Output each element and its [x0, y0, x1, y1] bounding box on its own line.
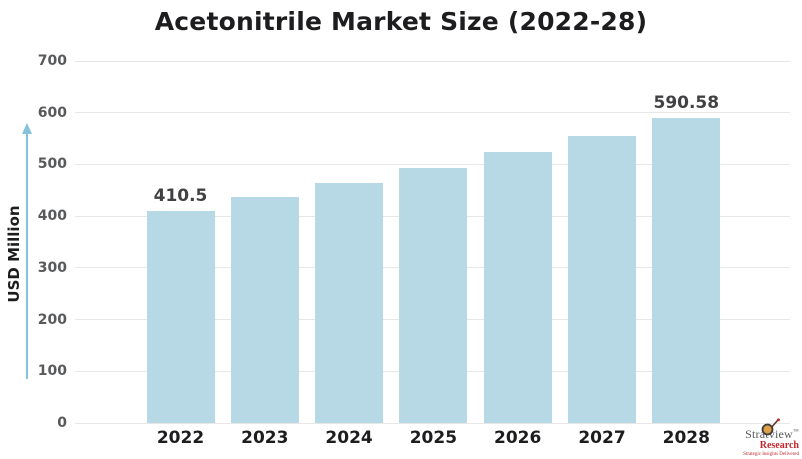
- y-axis-tick-300: 300: [37, 259, 67, 276]
- data-label-2022: 410.5: [153, 185, 208, 206]
- gridline-600: [75, 112, 790, 114]
- x-axis-label-2022: 2022: [156, 428, 205, 448]
- bar-2026: [483, 152, 552, 423]
- y-axis-arrow-icon: [22, 123, 32, 379]
- stratview-logo: Stratview™ Research Strategic Insights D…: [725, 418, 799, 457]
- gridline-0: [75, 422, 790, 424]
- bar-2023: [230, 197, 299, 423]
- data-label-2028: 590.58: [653, 92, 720, 113]
- y-axis-tick-200: 200: [37, 311, 67, 328]
- logo-tagline: Strategic Insights Delivered: [743, 452, 799, 457]
- y-axis-tick-600: 600: [37, 104, 67, 121]
- bar-2022: [146, 210, 215, 423]
- y-axis-tick-0: 0: [57, 415, 67, 431]
- x-axis-label-2023: 2023: [241, 428, 289, 448]
- chart-title: Acetonitrile Market Size (2022-28): [154, 7, 648, 36]
- x-axis-label-2026: 2026: [494, 428, 542, 448]
- y-axis-tick-700: 700: [37, 53, 67, 69]
- bar-2025: [399, 168, 468, 423]
- bar-2027: [568, 135, 636, 423]
- x-axis-label-2027: 2027: [578, 428, 626, 448]
- logo-brand-text: Stratview™: [725, 418, 799, 440]
- gridline-500: [75, 163, 790, 165]
- gridline-700: [75, 60, 790, 62]
- x-axis-label-2024: 2024: [325, 428, 373, 448]
- y-axis-tick-400: 400: [37, 208, 67, 225]
- magnifier-icon: [761, 418, 780, 436]
- y-axis-tick-100: 100: [37, 363, 67, 380]
- x-axis-label-2025: 2025: [409, 428, 458, 448]
- y-axis-tick-500: 500: [37, 156, 67, 173]
- bar-2024: [315, 183, 384, 423]
- logo-research-text: Research: [759, 440, 799, 451]
- bar-2028: [652, 117, 721, 423]
- x-axis-label-2028: 2028: [662, 428, 710, 448]
